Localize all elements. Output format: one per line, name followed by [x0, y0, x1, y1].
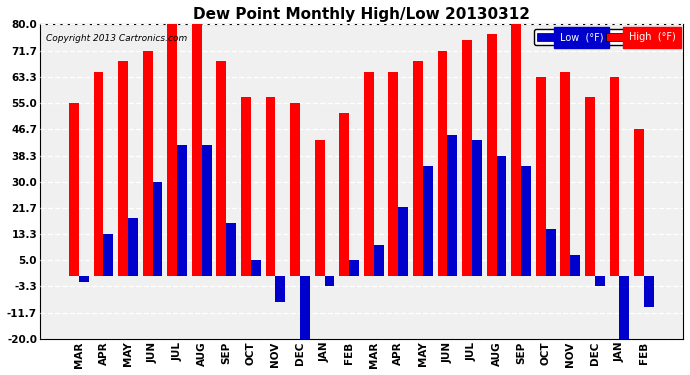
Bar — [620, 276, 629, 339]
Bar — [290, 103, 300, 276]
Bar — [511, 24, 521, 276]
Bar — [497, 156, 506, 276]
Bar — [324, 276, 335, 286]
Bar — [364, 72, 374, 276]
Bar — [388, 72, 398, 276]
Bar — [266, 97, 275, 276]
Bar — [94, 72, 104, 276]
Bar — [104, 234, 113, 276]
Bar — [521, 166, 531, 276]
Bar — [226, 223, 236, 276]
Title: Dew Point Monthly High/Low 20130312: Dew Point Monthly High/Low 20130312 — [193, 7, 530, 22]
Bar — [300, 276, 310, 339]
Bar — [315, 140, 324, 276]
Bar — [437, 51, 447, 276]
Bar — [128, 219, 138, 276]
Bar — [201, 145, 212, 276]
Bar — [536, 77, 546, 276]
Bar — [462, 40, 472, 276]
Bar — [79, 276, 89, 282]
Bar — [472, 140, 482, 276]
Bar — [634, 129, 644, 276]
Bar — [423, 166, 433, 276]
Bar — [447, 135, 457, 276]
Bar — [398, 207, 408, 276]
Bar — [143, 51, 152, 276]
Bar — [217, 61, 226, 276]
Bar — [585, 97, 595, 276]
Bar — [192, 24, 201, 276]
Bar — [595, 276, 604, 286]
Legend: Low  (°F), High  (°F): Low (°F), High (°F) — [535, 29, 678, 45]
Bar — [118, 61, 128, 276]
Bar — [644, 276, 654, 308]
Bar — [251, 260, 261, 276]
Bar — [69, 103, 79, 276]
Text: Copyright 2013 Cartronics.com: Copyright 2013 Cartronics.com — [46, 34, 188, 43]
Bar — [486, 34, 497, 276]
Bar — [609, 77, 620, 276]
Bar — [275, 276, 285, 302]
Bar — [168, 18, 177, 276]
Bar — [177, 145, 187, 276]
Bar — [152, 182, 162, 276]
Bar — [571, 255, 580, 276]
Bar — [349, 260, 359, 276]
Bar — [560, 72, 571, 276]
Bar — [339, 114, 349, 276]
Bar — [546, 229, 555, 276]
Bar — [241, 97, 251, 276]
Bar — [374, 244, 384, 276]
Bar — [413, 61, 423, 276]
